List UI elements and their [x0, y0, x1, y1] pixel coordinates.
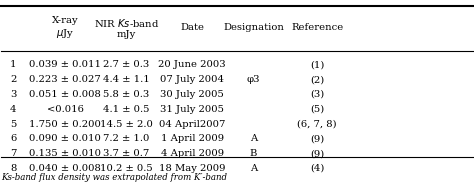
- Text: 7: 7: [10, 149, 17, 158]
- Text: A: A: [250, 164, 257, 173]
- Text: 7.2 ± 1.0: 7.2 ± 1.0: [103, 134, 149, 143]
- Text: 4.4 ± 1.1: 4.4 ± 1.1: [103, 75, 150, 84]
- Text: 0.135 ± 0.010: 0.135 ± 0.010: [29, 149, 101, 158]
- Text: (1): (1): [310, 60, 324, 69]
- Text: 4.1 ± 0.5: 4.1 ± 0.5: [103, 105, 149, 114]
- Text: 5.8 ± 0.3: 5.8 ± 0.3: [103, 90, 149, 99]
- Text: (3): (3): [310, 90, 324, 99]
- Text: 0.040 ± 0.008: 0.040 ± 0.008: [29, 164, 101, 173]
- Text: <0.016: <0.016: [46, 105, 83, 114]
- Text: B: B: [250, 149, 257, 158]
- Text: (2): (2): [310, 75, 324, 84]
- Text: 0.223 ± 0.027: 0.223 ± 0.027: [29, 75, 101, 84]
- Text: (9): (9): [310, 134, 324, 143]
- Text: 5: 5: [10, 120, 17, 128]
- Text: 14.5 ± 2.0: 14.5 ± 2.0: [100, 120, 153, 128]
- Text: 3.7 ± 0.7: 3.7 ± 0.7: [103, 149, 149, 158]
- Text: 6: 6: [10, 134, 16, 143]
- Text: 30 July 2005: 30 July 2005: [160, 90, 224, 99]
- Text: φ3: φ3: [247, 75, 260, 84]
- Text: 18 May 2009: 18 May 2009: [159, 164, 226, 173]
- Text: NIR $\it{Ks}$-band
mJy: NIR $\it{Ks}$-band mJy: [93, 17, 159, 39]
- Text: (9): (9): [310, 149, 324, 158]
- Text: X-ray
$\mu$Jy: X-ray $\mu$Jy: [52, 16, 78, 40]
- Text: 1: 1: [10, 60, 17, 69]
- Text: (4): (4): [310, 164, 324, 173]
- Text: (5): (5): [310, 105, 324, 114]
- Text: Date: Date: [180, 23, 204, 32]
- Text: 1 April 2009: 1 April 2009: [161, 134, 224, 143]
- Text: 04 April2007: 04 April2007: [159, 120, 226, 128]
- Text: 1.750 ± 0.200: 1.750 ± 0.200: [29, 120, 101, 128]
- Text: Ks-band flux density was extrapolated from K′-band: Ks-band flux density was extrapolated fr…: [1, 173, 228, 182]
- Text: 10.2 ± 0.5: 10.2 ± 0.5: [100, 164, 153, 173]
- Text: 4: 4: [10, 105, 17, 114]
- Text: 2.7 ± 0.3: 2.7 ± 0.3: [103, 60, 149, 69]
- Text: 3: 3: [10, 90, 17, 99]
- Text: (6, 7, 8): (6, 7, 8): [297, 120, 337, 128]
- Text: 20 June 2003: 20 June 2003: [158, 60, 226, 69]
- Text: 8: 8: [10, 164, 17, 173]
- Text: 07 July 2004: 07 July 2004: [160, 75, 224, 84]
- Text: 4 April 2009: 4 April 2009: [161, 149, 224, 158]
- Text: 0.051 ± 0.008: 0.051 ± 0.008: [29, 90, 101, 99]
- Text: 0.090 ± 0.010: 0.090 ± 0.010: [29, 134, 101, 143]
- Text: 0.039 ± 0.011: 0.039 ± 0.011: [29, 60, 101, 69]
- Text: Reference: Reference: [291, 23, 343, 32]
- Text: Designation: Designation: [223, 23, 284, 32]
- Text: 2: 2: [10, 75, 17, 84]
- Text: A: A: [250, 134, 257, 143]
- Text: 31 July 2005: 31 July 2005: [160, 105, 224, 114]
